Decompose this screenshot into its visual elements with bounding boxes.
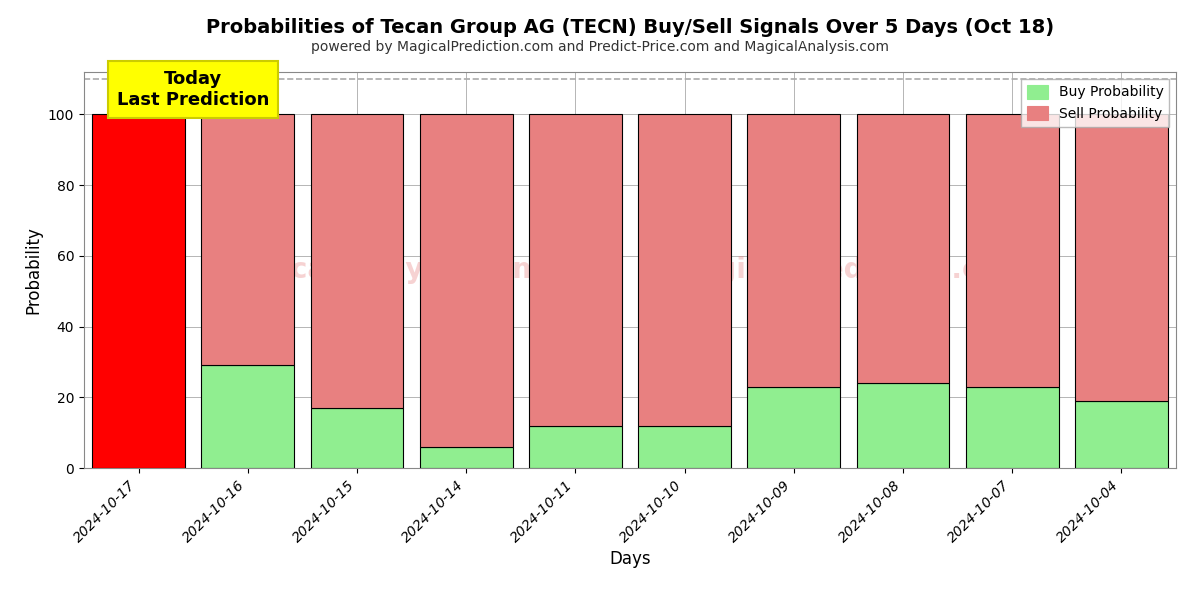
Bar <box>311 408 403 468</box>
Bar <box>202 115 294 365</box>
Y-axis label: Probability: Probability <box>24 226 42 314</box>
Bar <box>311 115 403 408</box>
Legend: Buy Probability, Sell Probability: Buy Probability, Sell Probability <box>1021 79 1169 127</box>
Bar <box>1075 401 1168 468</box>
Bar <box>966 386 1058 468</box>
Bar <box>748 386 840 468</box>
Bar <box>857 115 949 383</box>
Text: MagicalAnalysis.com: MagicalAnalysis.com <box>216 256 542 284</box>
Bar <box>529 115 622 425</box>
Bar <box>529 425 622 468</box>
Title: Probabilities of Tecan Group AG (TECN) Buy/Sell Signals Over 5 Days (Oct 18): Probabilities of Tecan Group AG (TECN) B… <box>206 18 1054 37</box>
Bar <box>966 115 1058 386</box>
Bar <box>1075 115 1168 401</box>
Text: powered by MagicalPrediction.com and Predict-Price.com and MagicalAnalysis.com: powered by MagicalPrediction.com and Pre… <box>311 40 889 54</box>
X-axis label: Days: Days <box>610 550 650 568</box>
Bar <box>202 365 294 468</box>
Bar <box>420 115 512 447</box>
Bar <box>638 115 731 425</box>
Text: MagicalPrediction.com: MagicalPrediction.com <box>670 256 1027 284</box>
Bar <box>420 447 512 468</box>
Bar <box>638 425 731 468</box>
Bar <box>857 383 949 468</box>
Bar <box>748 115 840 386</box>
Bar <box>92 115 185 468</box>
Text: Today
Last Prediction: Today Last Prediction <box>118 70 269 109</box>
